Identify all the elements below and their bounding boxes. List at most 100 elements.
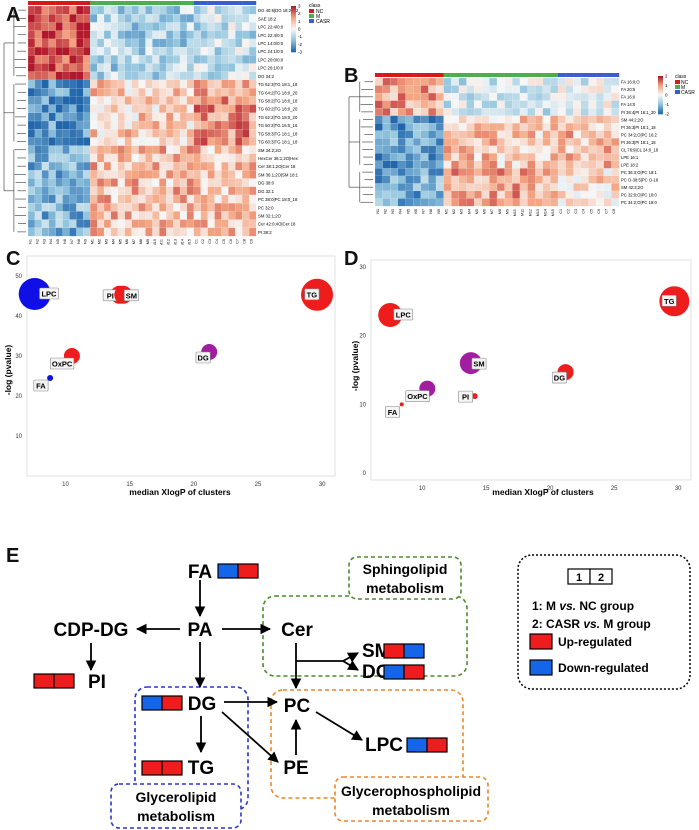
bubble-fa	[47, 375, 54, 381]
legend-b-swatch-m	[675, 85, 680, 89]
class-bar-cell	[173, 1, 181, 5]
heatmap-cell	[145, 38, 153, 48]
heatmap-cell	[489, 108, 498, 116]
heatmap-cell	[557, 115, 566, 124]
heatmap-row-label: LPC 26:1/0:0	[258, 66, 284, 71]
heatmap-cell	[512, 77, 521, 86]
heatmap-cell	[489, 183, 498, 192]
heatmap-cell	[382, 160, 391, 169]
heatmap-cell	[458, 92, 467, 101]
heatmap-cell	[557, 160, 566, 169]
heatmap-cell	[110, 203, 119, 212]
heatmap-cell	[186, 194, 195, 204]
heatmap-cell	[110, 153, 119, 163]
heatmap-cell	[474, 85, 483, 94]
heatmap-cell	[451, 175, 460, 184]
heatmap-cell	[557, 175, 566, 184]
class-bar-cell	[28, 1, 36, 5]
heatmap-cell	[179, 186, 188, 196]
heatmap-cell	[200, 5, 208, 15]
heatmap-cell	[117, 71, 126, 81]
heatmap-cell	[235, 137, 243, 146]
heatmap-cell	[193, 137, 202, 146]
colorbar-step	[658, 98, 663, 101]
heatmap-cell	[413, 145, 422, 154]
heatmap-cell	[512, 115, 521, 124]
heatmap-cell	[542, 190, 551, 199]
heatmap-cell	[428, 168, 437, 177]
heatmap-cell	[249, 153, 257, 163]
heatmap-cell	[611, 138, 620, 147]
heatmap-cell	[458, 175, 467, 184]
heatmap-cell	[159, 88, 167, 97]
heatmap-cell	[166, 170, 174, 179]
heatmap-cell	[90, 46, 98, 56]
heatmap-cell	[527, 123, 536, 131]
class-bar-cell	[221, 1, 229, 5]
heatmap-cell	[573, 190, 582, 199]
heatmap-cell	[435, 153, 444, 162]
heatmap-cell	[159, 137, 167, 146]
heatmap-cell	[152, 14, 160, 23]
heatmap-cell	[103, 219, 112, 229]
heatmap-cell	[27, 153, 36, 163]
pathway-diagram: Sphingolipid metabolism Glycerophospholi…	[33, 554, 691, 829]
heatmap-cell	[41, 227, 50, 237]
heatmap-cell	[580, 153, 589, 162]
heatmap-cell	[535, 85, 544, 94]
heatmap-cell	[131, 104, 139, 114]
heatmap-cell	[435, 138, 444, 147]
heatmap-cell	[235, 170, 243, 179]
heatmap-cell	[214, 30, 222, 40]
heatmap-cell	[166, 22, 174, 31]
heatmap-cell	[573, 130, 582, 139]
heatmap-cell	[145, 178, 153, 187]
heatmap-cell	[83, 186, 91, 196]
heatmap-cell	[41, 203, 50, 212]
heatmap-col-label: M4	[467, 209, 471, 214]
heatmap-cell	[179, 137, 188, 146]
heatmap-cell	[124, 38, 132, 48]
heatmap-cell	[235, 129, 243, 138]
heatmap-cell	[152, 30, 160, 40]
heatmap-cell	[159, 96, 167, 105]
heatmap-cell	[124, 112, 132, 122]
heatmap-cell	[214, 112, 222, 122]
heatmap-cell	[221, 5, 229, 15]
heatmap-cell	[179, 79, 188, 89]
heatmap-cell	[466, 198, 475, 207]
heatmap-cell	[542, 77, 551, 86]
heatmap-cell	[27, 227, 36, 237]
y-tick-label: 30	[359, 265, 366, 271]
heatmap-cell	[166, 120, 174, 130]
heatmap-cell	[397, 183, 406, 192]
heatmap-cell	[214, 227, 222, 237]
heatmap-cell	[193, 79, 202, 89]
heatmap-cell	[186, 153, 195, 163]
heatmap-cell	[124, 211, 132, 220]
heatmap-cell	[103, 55, 112, 64]
heatmap-cell	[481, 108, 490, 116]
heatmap-cell	[580, 92, 589, 101]
heatmap-cell	[179, 14, 188, 23]
class-bar-cell	[207, 1, 215, 5]
heatmap-cell	[97, 170, 105, 179]
heatmap-cell	[27, 63, 36, 72]
heatmap-cell	[83, 219, 91, 229]
heatmap-cell	[97, 178, 105, 187]
heatmap-cell	[397, 190, 406, 199]
class-bar-cell	[512, 73, 521, 77]
heatmap-row-label: HexCer 36:1;2O|Hex	[258, 156, 299, 161]
class-bar-cell	[489, 73, 498, 77]
colorbar-tick: -2	[298, 42, 302, 47]
heatmap-cell	[466, 183, 475, 192]
colorbar-step	[291, 25, 296, 27]
heatmap-cell	[451, 190, 460, 199]
heatmap-cell	[124, 153, 132, 163]
heatmap-row-label: SM 34:2;2O	[258, 148, 282, 153]
heatmap-cell	[159, 211, 167, 220]
heatmap-cell	[69, 104, 77, 114]
heatmap-cell	[186, 227, 195, 237]
heatmap-cell	[496, 77, 505, 86]
heatmap-cell	[138, 219, 146, 229]
